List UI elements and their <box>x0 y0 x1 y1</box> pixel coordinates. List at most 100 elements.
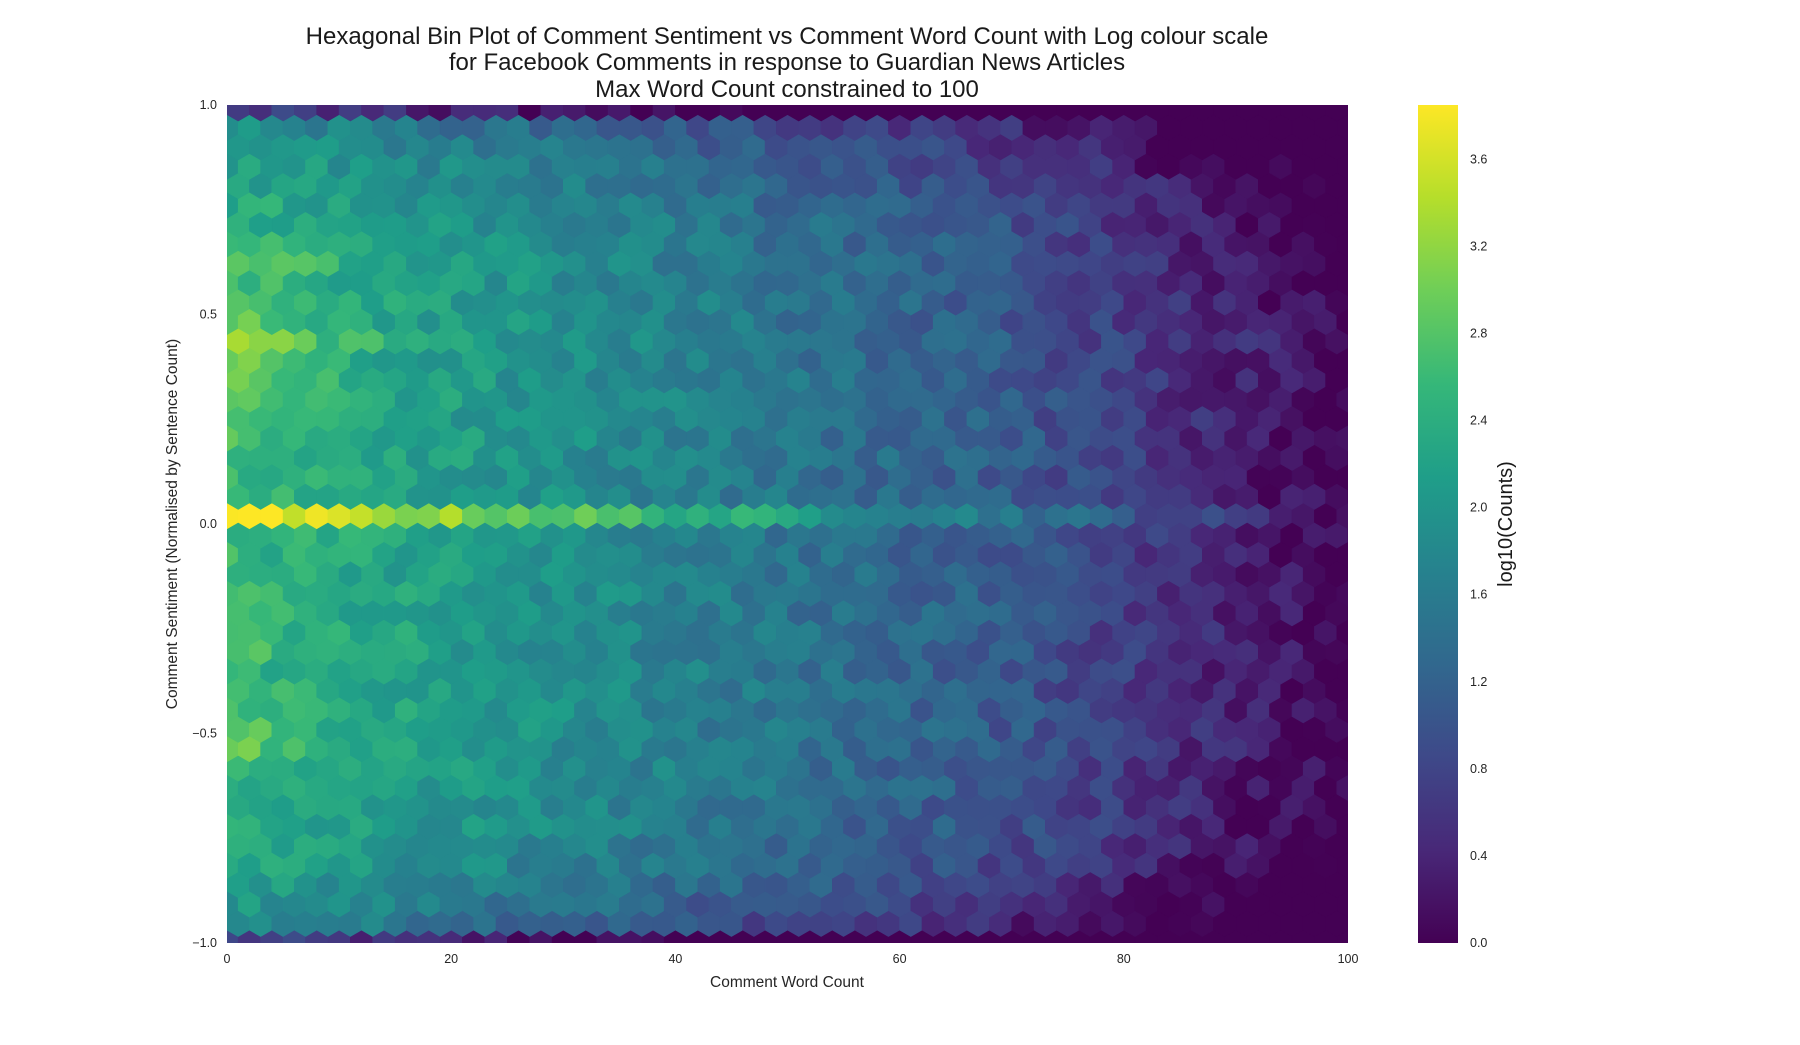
hexbin-cell <box>1168 105 1192 122</box>
hexbin-cell <box>831 105 856 122</box>
hexbin-cell <box>764 105 788 122</box>
hexbin-cell <box>338 105 362 122</box>
hexbin-cell <box>1190 105 1214 122</box>
hexbin-cell <box>1302 105 1326 122</box>
hexbin-cell <box>1347 295 1348 310</box>
colorbar-tick-label: 2.8 <box>1470 327 1487 341</box>
hexbin-cell <box>1325 105 1348 122</box>
hexbin-cell <box>1347 450 1348 465</box>
x-axis-label: Comment Word Count <box>710 974 865 991</box>
hexbin-cell <box>876 105 900 122</box>
hexbin-cell <box>1347 256 1348 271</box>
colorbar-ticks: 0.0 0.4 0.8 1.2 1.6 2.0 2.4 2.8 3.2 3.6 <box>1470 152 1487 950</box>
hexbin-cell <box>293 105 318 122</box>
hexbin-cell <box>1347 877 1348 892</box>
y-axis-ticks: −1.0 −0.5 0.0 0.5 1.0 <box>192 98 217 950</box>
hexbin-cell <box>944 105 968 122</box>
colorbar <box>1418 105 1458 943</box>
hexbin-cell <box>1280 105 1304 122</box>
chart-title-line-1: Hexagonal Bin Plot of Comment Sentiment … <box>306 23 1269 50</box>
hexbin-cell <box>361 105 385 122</box>
x-tick-label: 40 <box>668 952 682 966</box>
hexbin-cell <box>540 105 564 122</box>
hexbin-cell <box>1347 140 1348 154</box>
y-tick-label: 0.5 <box>200 308 217 322</box>
y-tick-label: 1.0 <box>200 98 217 112</box>
hexbin-cell <box>428 105 452 122</box>
hexbin-cell <box>1347 683 1348 698</box>
hexbin-cell <box>1347 800 1348 814</box>
colorbar-tick-label: 1.2 <box>1470 675 1487 689</box>
hexbin-cell <box>473 105 497 122</box>
hexbin-cell <box>966 105 990 122</box>
hexbin-cell <box>383 105 407 122</box>
colorbar-tick-label: 3.2 <box>1470 239 1487 253</box>
hexbin-cell <box>921 105 945 122</box>
hexbin-cell <box>607 105 631 122</box>
hexbin-cell <box>1123 105 1147 122</box>
y-axis-label: Comment Sentiment (Normalised by Sentenc… <box>164 339 181 709</box>
hexbin-cell <box>1056 105 1080 122</box>
hexbin-cell <box>1347 916 1348 931</box>
x-tick-label: 80 <box>1117 952 1131 966</box>
hexbin-cell <box>988 105 1013 122</box>
hexbin-cell <box>227 105 250 122</box>
hexbin-cell <box>249 105 273 122</box>
hexbin-cell <box>271 105 295 122</box>
hexbin-cell <box>1033 105 1057 122</box>
hexbin-cell <box>652 105 676 122</box>
colorbar-tick-label: 0.4 <box>1470 849 1487 863</box>
hexbin-cell <box>1347 722 1348 737</box>
hexbin-cell <box>1347 567 1348 581</box>
hexbin-cells <box>227 105 1348 943</box>
hexbin-cell <box>719 105 744 122</box>
colorbar-tick-label: 2.0 <box>1470 501 1487 515</box>
hexbin-cell <box>1078 105 1102 122</box>
hexbin-cell <box>1213 105 1237 122</box>
hexbin-cell <box>675 105 699 122</box>
colorbar-tick-label: 1.6 <box>1470 588 1487 602</box>
hexbin-cell <box>1347 373 1348 387</box>
hexbin-cell <box>406 105 430 122</box>
hexbin-cell <box>899 105 923 122</box>
hexbin-cell <box>495 105 519 122</box>
hexbin-cell <box>1347 644 1348 659</box>
colorbar-tick-label: 3.6 <box>1470 152 1487 166</box>
hexbin-cell <box>809 105 833 122</box>
colorbar-tick-label: 0.8 <box>1470 762 1487 776</box>
hexbin-cell <box>450 105 474 122</box>
hexbin-cell <box>742 105 766 122</box>
chart-title-line-3: Max Word Count constrained to 100 <box>595 76 979 103</box>
hexbin-cell <box>1011 105 1035 122</box>
hexbin-cell <box>1347 217 1348 232</box>
hexbin-cell <box>1101 105 1125 122</box>
hexbin-cell <box>1347 178 1348 193</box>
x-tick-label: 20 <box>444 952 458 966</box>
hexbin-cell <box>854 105 878 122</box>
hexbin-cell <box>585 105 609 122</box>
colorbar-tick-label: 0.0 <box>1470 936 1487 950</box>
hexbin-cell <box>1145 105 1169 122</box>
colorbar-tick-label: 2.4 <box>1470 414 1487 428</box>
hexbin-cell <box>1347 411 1348 426</box>
y-tick-label: 0.0 <box>200 517 217 531</box>
colorbar-label: log10(Counts) <box>1495 461 1517 587</box>
chart-title-line-2: for Facebook Comments in response to Gua… <box>449 49 1125 76</box>
hexbin-cell <box>1347 105 1348 115</box>
y-tick-label: −1.0 <box>192 936 217 950</box>
hexbin-cell <box>316 105 340 122</box>
y-tick-label: −0.5 <box>192 727 217 741</box>
hexbin-cell <box>1347 606 1348 620</box>
hexbin-cell <box>1347 528 1348 543</box>
hexbin-cell <box>787 105 811 122</box>
hexbin-cell <box>630 105 654 122</box>
hexbin-cell <box>1347 839 1348 853</box>
hexbin-cell <box>1347 761 1348 776</box>
x-tick-label: 0 <box>224 952 231 966</box>
hexbin-cell <box>1347 334 1348 348</box>
hexbin-cell <box>562 105 587 122</box>
hexbin-cell <box>518 105 542 122</box>
chart-title: Hexagonal Bin Plot of Comment Sentiment … <box>306 23 1269 103</box>
x-axis-ticks: 0 20 40 60 80 100 <box>224 952 1359 966</box>
